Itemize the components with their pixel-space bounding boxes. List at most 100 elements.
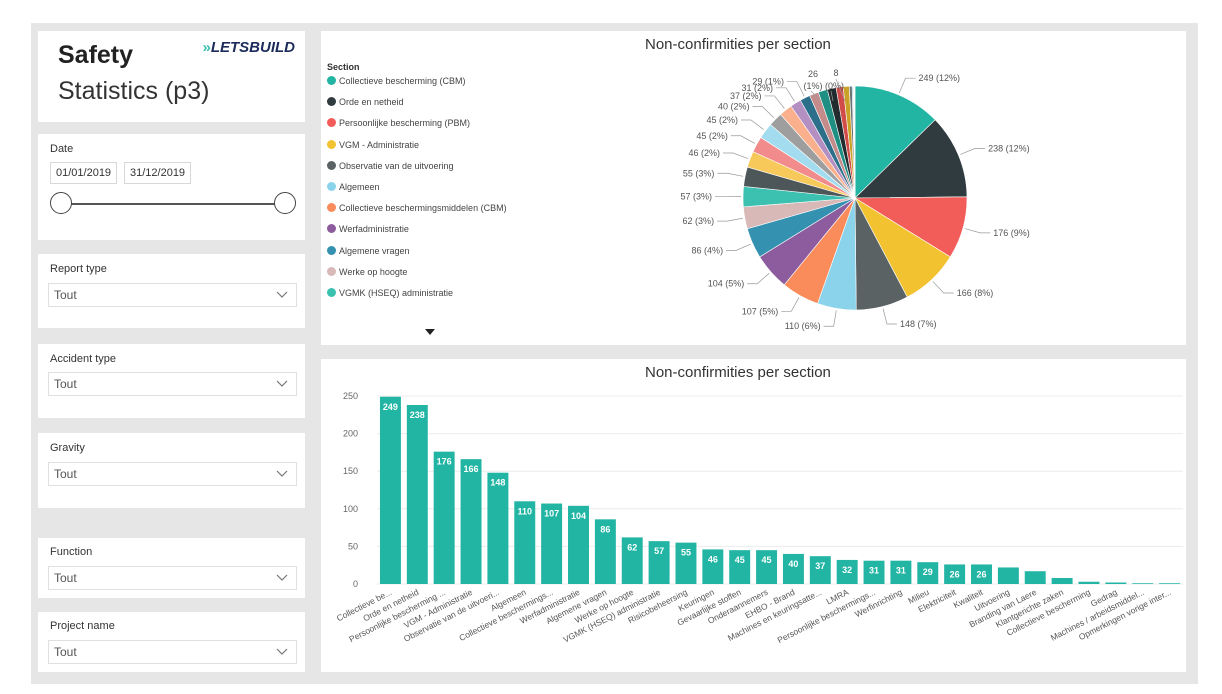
date-end-input[interactable]: 31/12/2019 — [124, 162, 192, 184]
bar[interactable] — [1105, 582, 1127, 584]
date-slider-end-handle[interactable] — [274, 192, 296, 214]
bar[interactable] — [621, 537, 643, 584]
pie-legend-title: Section — [327, 62, 360, 72]
report-type-label: Report type — [50, 263, 107, 275]
pie-data-label: 148 (7%) — [900, 319, 937, 329]
legend-more-arrow-icon[interactable] — [425, 329, 435, 335]
gravity-slicer: Gravity Tout — [38, 433, 305, 508]
title-card: Safety Statistics (p3) » LETSBUILD — [38, 31, 305, 122]
bar[interactable] — [541, 503, 563, 584]
legend-item[interactable]: Persoonlijke bescherming (PBM) — [327, 118, 470, 128]
bar-data-label: 46 — [708, 554, 718, 564]
function-value: Tout — [54, 571, 77, 585]
bar-data-label: 107 — [544, 509, 559, 519]
bar[interactable] — [971, 564, 992, 584]
bar[interactable] — [836, 559, 858, 584]
bar[interactable] — [460, 459, 482, 584]
bar[interactable] — [1024, 571, 1046, 584]
pie-leader-line — [730, 135, 756, 144]
legend-dot-icon — [327, 97, 336, 107]
report-type-dropdown[interactable]: Tout — [48, 283, 297, 307]
legend-item[interactable]: Orde en netheid — [327, 97, 404, 107]
legend-item[interactable]: VGM - Administratie — [327, 139, 419, 150]
pie-leader-line — [960, 148, 986, 155]
legend-item[interactable]: Collectieve beschermingsmiddelen (CBM) — [327, 203, 507, 213]
bar[interactable] — [594, 519, 616, 584]
bar[interactable] — [863, 560, 885, 584]
legend-label: VGMK (HSEQ) administratie — [339, 288, 454, 298]
bar[interactable] — [1132, 583, 1154, 584]
pie-data-label: 249 (12%) — [918, 73, 960, 83]
pie-data-label: 46 (2%) — [689, 148, 721, 158]
bar-data-label: 45 — [762, 555, 772, 565]
pie-data-label: (0%) — [825, 81, 844, 91]
y-tick-label: 250 — [343, 391, 358, 401]
bar[interactable] — [756, 550, 778, 584]
bar-data-label: 40 — [788, 559, 798, 569]
bar[interactable] — [406, 405, 428, 584]
bar[interactable] — [675, 542, 697, 584]
pie-slice[interactable] — [854, 119, 968, 199]
bar-data-label: 45 — [735, 555, 745, 565]
bar-data-label: 104 — [571, 511, 586, 521]
bar[interactable] — [568, 505, 589, 584]
bar[interactable] — [1078, 581, 1100, 584]
pie-data-label: 86 (4%) — [692, 246, 724, 256]
project-name-dropdown[interactable]: Tout — [48, 640, 297, 664]
bar[interactable] — [1051, 577, 1073, 584]
pie-data-label: 110 (6%) — [785, 321, 821, 331]
accident-type-dropdown[interactable]: Tout — [48, 372, 297, 396]
pie-data-label: 45 (2%) — [706, 115, 738, 125]
bar-data-label: 26 — [950, 569, 960, 579]
bar[interactable] — [702, 549, 724, 584]
bar[interactable] — [809, 556, 831, 584]
pie-leader-line — [781, 297, 800, 312]
pie-chart-card: Non-confirmities per section Section Col… — [321, 31, 1186, 345]
legend-item[interactable]: Werke op hoogte — [327, 266, 407, 277]
bar-data-label: 110 — [518, 506, 533, 516]
bar[interactable] — [433, 451, 455, 584]
pie-leader-line — [717, 217, 743, 222]
legend-item[interactable]: Collectieve bescherming (CBM) — [327, 76, 466, 86]
bar[interactable] — [379, 396, 401, 584]
legend-label: Orde en netheid — [339, 97, 404, 108]
bar[interactable] — [997, 567, 1019, 584]
y-tick-label: 0 — [353, 579, 358, 589]
legend-dot-icon — [327, 245, 336, 255]
bar[interactable] — [729, 550, 751, 584]
legend-item[interactable]: Observatie van de uitvoering — [327, 160, 454, 171]
gravity-dropdown[interactable]: Tout — [48, 462, 297, 486]
date-slider-start-handle[interactable] — [50, 192, 72, 214]
bar-data-label: 37 — [815, 561, 825, 571]
bar[interactable] — [944, 564, 966, 584]
legend-label: Werfadministratie — [339, 224, 409, 235]
bar-data-label: 26 — [976, 569, 986, 579]
bar[interactable] — [648, 541, 670, 584]
pie-data-label: 37 (2%) — [730, 91, 762, 101]
chevron-down-icon — [276, 574, 288, 581]
bar[interactable] — [1159, 583, 1181, 584]
function-slicer: Function Tout — [38, 538, 305, 598]
pie-data-label: (1%) — [803, 81, 822, 91]
y-tick-label: 50 — [348, 541, 358, 551]
legend-dot-icon — [327, 203, 336, 213]
function-dropdown[interactable]: Tout — [48, 566, 297, 590]
bar[interactable] — [890, 560, 912, 584]
pie-slice[interactable] — [854, 85, 936, 199]
accident-type-value: Tout — [54, 377, 77, 391]
legend-item[interactable]: Werfadministratie — [327, 224, 409, 234]
pie-data-label: 62 (3%) — [683, 216, 715, 226]
legend-item[interactable]: Algemeen — [327, 182, 380, 192]
function-label: Function — [50, 546, 93, 558]
legend-item[interactable]: VGMK (HSEQ) administratie — [327, 288, 453, 298]
date-start-input[interactable]: 01/01/2019 — [50, 162, 118, 184]
date-slider-track[interactable] — [60, 203, 286, 205]
bar[interactable] — [782, 553, 804, 584]
legend-dot-icon — [327, 266, 336, 276]
bar-data-label: 57 — [654, 546, 664, 556]
bar[interactable] — [917, 562, 939, 584]
bar[interactable] — [514, 501, 536, 584]
pie-data-label: 57 (3%) — [680, 191, 712, 201]
legend-item[interactable]: Algemene vragen — [327, 245, 410, 256]
bar[interactable] — [487, 472, 509, 584]
